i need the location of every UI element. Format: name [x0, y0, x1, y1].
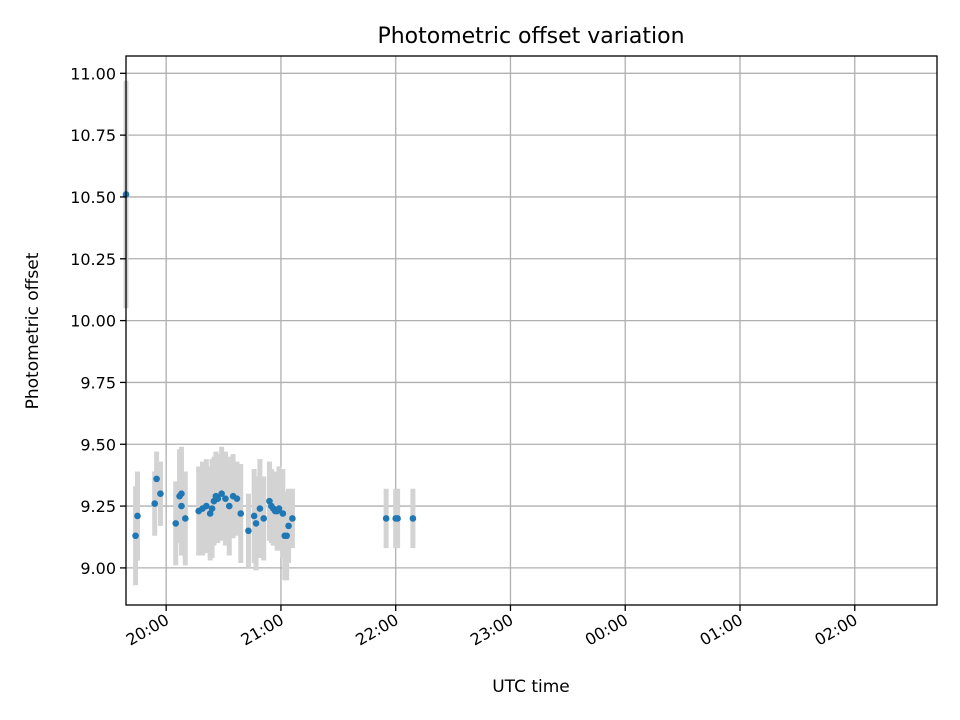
data-point: [256, 505, 264, 512]
data-point: [218, 490, 225, 498]
data-point: [214, 495, 222, 502]
x-axis-label: UTC time: [492, 677, 570, 697]
data-point: [206, 510, 214, 517]
data-point: [178, 502, 185, 510]
y-tick-label: 9.50: [80, 435, 116, 454]
y-tick-label: 9.75: [80, 373, 116, 392]
y-tick-label: 10.00: [70, 312, 116, 331]
data-point: [285, 522, 292, 530]
data-point: [279, 510, 287, 517]
data-point: [409, 515, 417, 522]
y-tick-label: 10.50: [70, 188, 116, 207]
data-point: [132, 532, 139, 540]
y-tick-label: 9.25: [80, 497, 116, 516]
data-point: [208, 505, 216, 512]
data-point: [250, 512, 258, 520]
data-point: [237, 510, 245, 517]
data-point: [266, 497, 273, 505]
data-point: [222, 495, 229, 502]
x-tick-label: 22:00: [352, 610, 401, 650]
x-tick-label: 20:00: [123, 610, 172, 650]
chart-title: Photometric offset variation: [377, 24, 684, 49]
data-point: [283, 532, 290, 540]
data-point: [252, 520, 260, 527]
y-tick-label: 10.25: [70, 250, 116, 269]
data-point: [134, 512, 141, 520]
data-point: [233, 495, 241, 502]
data-point: [394, 515, 401, 522]
data-point: [203, 502, 210, 510]
grid-lines: [126, 56, 937, 605]
data-point: [225, 502, 233, 510]
data-point: [181, 515, 189, 522]
data-point: [260, 515, 268, 522]
y-axis-ticks: 9.00 9.25 9.50 9.75 10.00 10.25 10.50 10.75 11.0…: [70, 64, 126, 578]
data-point: [151, 500, 158, 507]
x-axis-ticks: 20:00 21:00 22:00 23:00 00:00 01:00 02:00: [123, 605, 861, 650]
y-tick-label: 11.00: [70, 64, 116, 83]
x-tick-label: 23:00: [467, 610, 516, 650]
data-point: [157, 490, 164, 498]
data-point: [289, 515, 296, 522]
y-axis-label: Photometric offset: [23, 252, 43, 409]
data-point: [153, 475, 160, 483]
data-point: [245, 527, 252, 535]
data-point: [178, 490, 185, 498]
data-point: [275, 505, 283, 512]
error-bars: [123, 80, 416, 586]
x-tick-label: 02:00: [811, 610, 860, 650]
x-tick-label: 21:00: [237, 610, 286, 650]
data-points: [122, 191, 417, 540]
data-point: [382, 515, 390, 522]
y-tick-label: 10.75: [70, 126, 116, 145]
plot-frame: [125, 55, 938, 606]
x-tick-label: 00:00: [582, 610, 631, 650]
y-tick-label: 9.00: [80, 559, 116, 578]
x-tick-label: 01:00: [697, 610, 746, 650]
data-point: [172, 520, 180, 527]
